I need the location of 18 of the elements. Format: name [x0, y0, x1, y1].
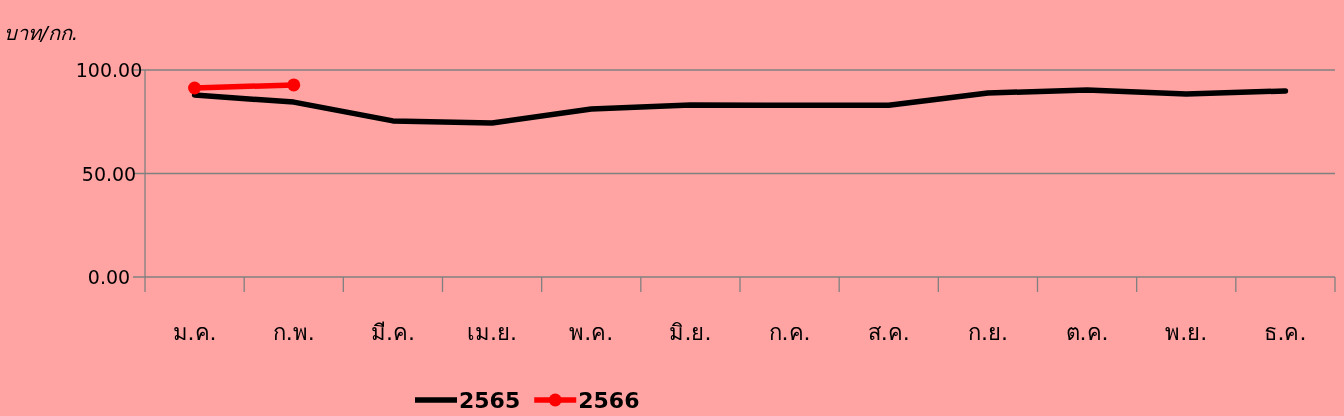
- x-tick-label: ธ.ค.: [1264, 320, 1307, 345]
- x-tick-label: ก.ย.: [967, 320, 1008, 345]
- x-tick-label: ก.ค.: [768, 320, 811, 345]
- x-tick-label: ต.ค.: [1065, 320, 1109, 345]
- x-tick-label: ก.พ.: [272, 320, 315, 345]
- x-tick-label: ม.ค.: [172, 320, 217, 345]
- y-tick-label: 50.00: [81, 162, 137, 185]
- x-tick-label: พ.ค.: [569, 320, 614, 345]
- legend-label: 2566: [578, 388, 640, 413]
- y-axis-title: บาท/กก.: [4, 21, 79, 45]
- x-tick-label: มิ.ย.: [669, 320, 712, 345]
- y-tick-label: 100.00: [75, 59, 143, 81]
- x-tick-label: มี.ค.: [370, 320, 415, 345]
- x-tick-label: ส.ค.: [867, 320, 910, 345]
- legend-label: 2565: [459, 388, 521, 413]
- y-tick-label: 0.00: [87, 266, 131, 288]
- x-tick-label: เม.ย.: [467, 320, 518, 345]
- x-tick-label: พ.ย.: [1165, 320, 1208, 345]
